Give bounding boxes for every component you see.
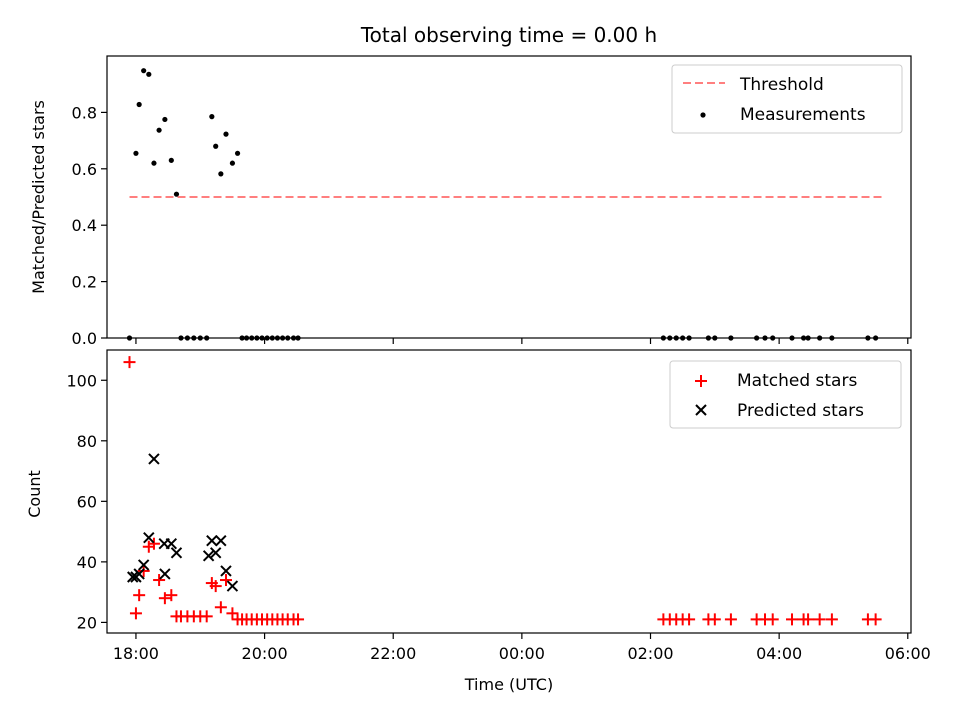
- matched-star-point: [869, 613, 882, 626]
- predicted-star-point: [127, 571, 139, 583]
- matched-star-point: [219, 574, 232, 587]
- bottom-legend-box: [669, 360, 902, 429]
- matched-star-point: [292, 613, 305, 626]
- bottom-x-tick-label: 00:00: [499, 644, 545, 663]
- bottom-y-tick-label: 100: [66, 371, 97, 390]
- top-legend: Threshold Measurements: [671, 64, 903, 134]
- bottom-y-tick-label: 20: [77, 613, 97, 632]
- measurement-point: [234, 150, 241, 156]
- bottom-panel: 20 40 60 80 100 18:00 20:00 22:00 00:00 02:00 04:…: [25, 349, 931, 694]
- matched-star-point: [158, 592, 171, 605]
- bottom-marks: [123, 356, 882, 626]
- bottom-x-tick-label: 06:00: [885, 644, 931, 663]
- matched-star-point: [708, 613, 721, 626]
- bottom-legend: Matched stars Predicted stars: [669, 360, 902, 429]
- bottom-x-ticks: 18:00 20:00 22:00 00:00 02:00 04:00 06:00: [113, 633, 931, 663]
- measurement-point: [133, 150, 139, 156]
- predicted-star-point: [209, 547, 222, 559]
- matched-star-point: [129, 607, 142, 620]
- top-panel: 0.00.20.40.60.8 Matched/Predicted stars …: [29, 55, 912, 348]
- matched-star-point: [825, 613, 838, 626]
- bottom-y-tick-label: 80: [77, 432, 97, 451]
- bottom-y-tick-label: 40: [77, 553, 97, 572]
- measurement-point: [223, 131, 229, 137]
- measurement-point: [156, 127, 162, 133]
- bottom-y-axis-label: Count: [25, 470, 44, 518]
- predicted-star-point: [133, 568, 145, 580]
- top-axes-frame: [106, 55, 912, 339]
- matched-star-point: [786, 613, 799, 626]
- predicted-star-point: [206, 534, 218, 547]
- predicted-star-point: [159, 568, 171, 580]
- bottom-y-tick-label: 60: [77, 492, 97, 511]
- predicted-star-point: [202, 550, 215, 562]
- measurement-point: [141, 68, 147, 74]
- matched-star-point: [209, 580, 222, 593]
- top-y-ticks: 0.0 0.2 0.4 0.6 0.8: [72, 103, 107, 348]
- top-y-tick-label: 0.6: [72, 160, 97, 179]
- predicted-star-point: [143, 531, 155, 544]
- legend-matched-marker: [695, 375, 707, 387]
- matched-star-point: [153, 574, 166, 587]
- top-y-tick-label: 0.4: [72, 216, 97, 235]
- legend-measurements-marker: [700, 112, 706, 118]
- bottom-x-tick-label: 18:00: [113, 644, 159, 663]
- top-y-tick-label: 0.2: [72, 273, 97, 292]
- matched-star-point: [802, 613, 815, 626]
- matched-star-point: [147, 537, 160, 550]
- matched-star-point: [123, 356, 136, 369]
- matched-star-point: [165, 589, 178, 602]
- legend-predicted-marker: [695, 404, 707, 416]
- measurement-point: [146, 71, 152, 77]
- matched-star-point: [766, 613, 779, 626]
- bottom-y-ticks: 20 40 60 80 100: [66, 371, 107, 632]
- top-y-tick-label: 0.8: [72, 103, 97, 122]
- predicted-star-point: [215, 534, 227, 547]
- chart-title: Total observing time = 0.00 h: [360, 23, 657, 47]
- bottom-x-tick-label: 04:00: [756, 644, 802, 663]
- measurement-point: [136, 101, 142, 108]
- legend-measurements-label: Measurements: [740, 105, 866, 125]
- measurement-point: [209, 114, 215, 120]
- bottom-axes-frame: [106, 349, 912, 634]
- bottom-x-tick-label: 20:00: [242, 644, 288, 663]
- measurement-point: [162, 116, 168, 123]
- top-x-ticks: [135, 338, 909, 344]
- top-y-tick-label: 0.0: [72, 329, 97, 348]
- matched-star-point: [137, 564, 150, 577]
- measurement-point: [168, 157, 174, 163]
- predicted-star-point: [170, 547, 183, 559]
- measurement-point: [151, 160, 157, 166]
- top-y-axis-label: Matched/Predicted stars: [29, 100, 48, 294]
- matched-star-point: [724, 613, 737, 626]
- predicted-star-point: [148, 453, 160, 465]
- top-legend-box: [671, 64, 903, 134]
- legend-predicted-label: Predicted stars: [737, 401, 864, 421]
- matched-star-point: [214, 601, 227, 614]
- predicted-star-point: [165, 538, 178, 550]
- matched-star-point: [133, 589, 146, 602]
- predicted-star-point: [226, 580, 239, 592]
- matched-star-point: [200, 610, 213, 623]
- x-axis-label: Time (UTC): [464, 675, 553, 694]
- legend-matched-label: Matched stars: [737, 371, 857, 391]
- predicted-star-point: [220, 565, 232, 577]
- matched-star-point: [226, 607, 239, 620]
- bottom-x-tick-label: 22:00: [370, 644, 416, 663]
- measurement-point: [173, 191, 180, 197]
- measurement-point: [218, 171, 224, 177]
- measurement-point: [229, 160, 236, 166]
- legend-threshold-label: Threshold: [739, 75, 824, 95]
- measurement-point: [213, 143, 219, 149]
- matched-star-point: [813, 613, 826, 626]
- matched-star-point: [683, 613, 696, 626]
- predicted-star-point: [137, 559, 150, 571]
- bottom-x-tick-label: 02:00: [627, 644, 673, 663]
